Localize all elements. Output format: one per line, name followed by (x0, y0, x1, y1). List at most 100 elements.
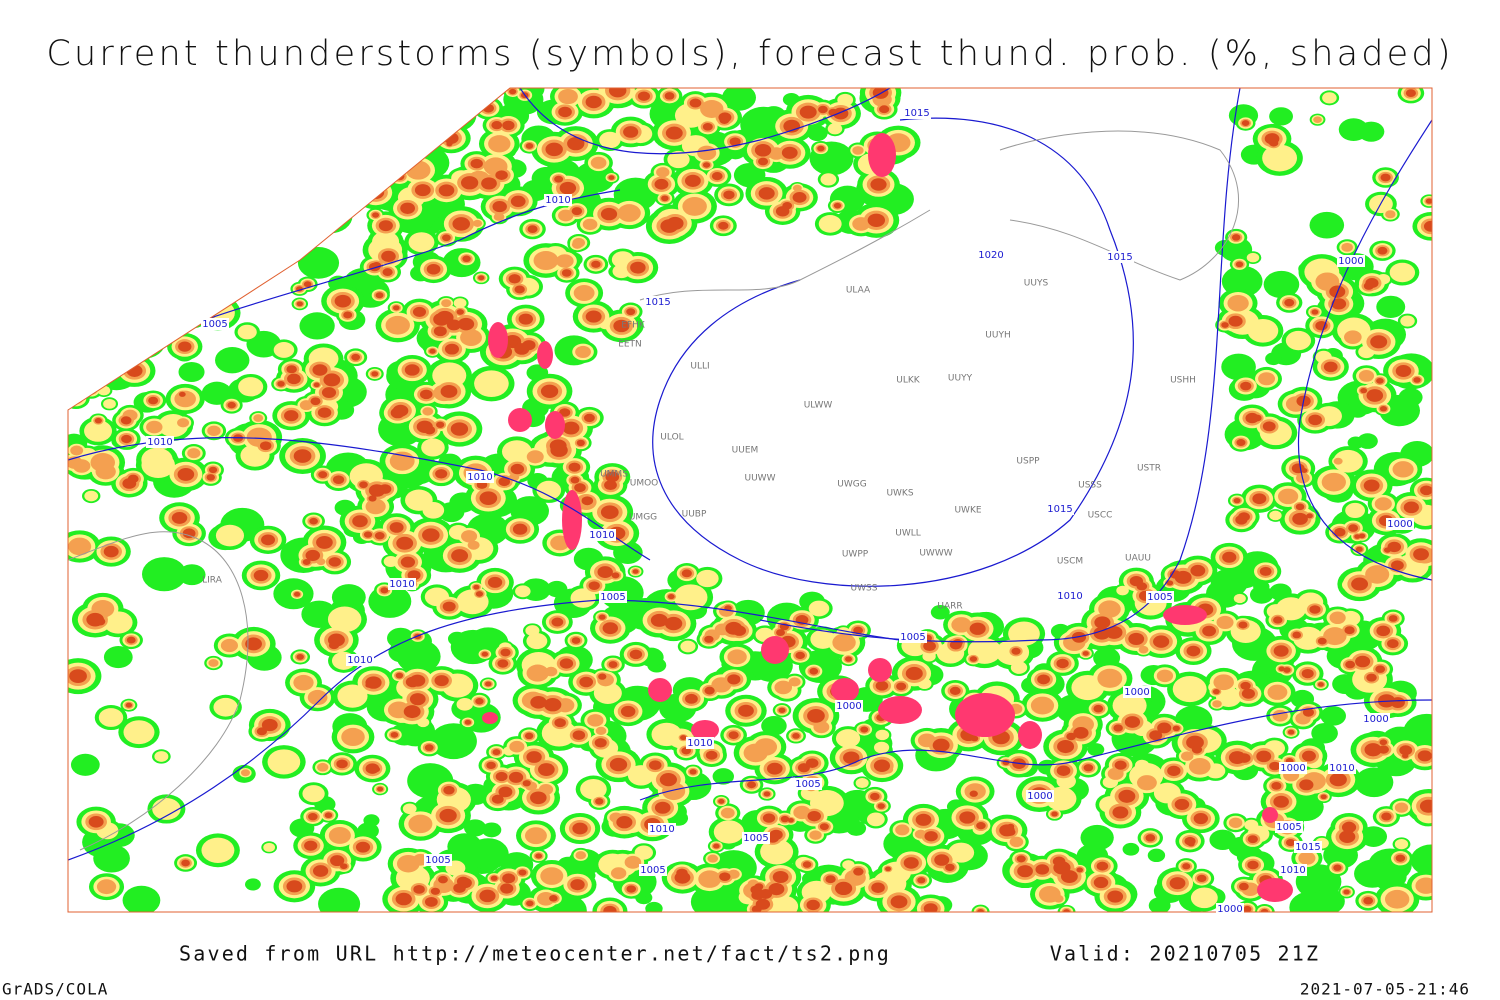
prob-shade (422, 502, 445, 519)
prob-shade (654, 178, 669, 190)
prob-shade (1345, 660, 1356, 669)
prob-shade (819, 823, 829, 831)
prob-shade (1212, 700, 1222, 708)
prob-shade (88, 260, 119, 284)
prob-shade (286, 365, 297, 374)
prob-shade (390, 731, 399, 738)
prob-shade (1238, 621, 1248, 629)
prob-shade (704, 686, 715, 695)
prob-shade (1320, 794, 1327, 800)
prob-shade (89, 109, 111, 126)
prob-shade (319, 154, 355, 182)
title: Current thunderstorms (symbols), forecas… (46, 34, 1453, 74)
prob-shade (879, 105, 890, 114)
prob-shade (799, 105, 817, 119)
prob-shade (313, 382, 320, 388)
station-label: UUYS (1024, 279, 1049, 289)
station-label: ULWW (804, 401, 833, 411)
prob-shade (288, 198, 299, 206)
prob-shade (436, 310, 454, 325)
prob-shade (1249, 585, 1274, 604)
prob-shade (68, 307, 79, 320)
prob-shade (1339, 830, 1356, 843)
isobar-label: 1000 (1338, 256, 1363, 267)
prob-shade (118, 235, 133, 246)
prob-shade (141, 452, 175, 478)
prob-shade (120, 236, 131, 244)
prob-shade (165, 150, 191, 169)
prob-shade (572, 822, 588, 835)
prob-shade (650, 613, 668, 627)
prob-shade (101, 325, 142, 357)
prob-shade (487, 576, 503, 588)
prob-shade (80, 102, 119, 133)
prob-shade (1405, 89, 1416, 98)
isobar-label: 1010 (347, 655, 372, 666)
prob-shade (320, 203, 339, 218)
storm-symbols (1262, 807, 1278, 823)
prob-shade (527, 225, 538, 233)
prob-shade (704, 635, 714, 643)
prob-shade (414, 184, 431, 197)
prob-shade (1272, 709, 1288, 722)
prob-shade (456, 309, 464, 315)
prob-shade (277, 380, 285, 387)
prob-shade (354, 134, 370, 146)
prob-shade (334, 294, 352, 308)
prob-shade (396, 536, 414, 550)
prob-shade (156, 112, 190, 138)
prob-shade (268, 168, 278, 176)
prob-shade (68, 316, 85, 331)
prob-shade (719, 116, 730, 124)
prob-shade (110, 284, 141, 308)
timestamp: 2021-07-05-21:46 (1300, 980, 1470, 999)
prob-shade (276, 165, 293, 178)
prob-shade (1202, 625, 1216, 637)
prob-shade (398, 88, 428, 105)
prob-shade (732, 625, 747, 636)
prob-shade (758, 157, 769, 166)
prob-shade (1186, 645, 1201, 657)
prob-shade (306, 140, 331, 160)
prob-shade (328, 826, 351, 844)
prob-shade (256, 727, 268, 736)
prob-shade (806, 899, 820, 911)
prob-shade (314, 131, 338, 149)
prob-shade (128, 255, 149, 272)
prob-shade (809, 667, 819, 675)
prob-shade (453, 298, 467, 308)
prob-shade (1051, 811, 1058, 817)
prob-shade (1221, 353, 1256, 381)
prob-shade (1236, 439, 1246, 447)
prob-shade (682, 196, 707, 216)
prob-shade (98, 207, 113, 220)
prob-shade (92, 326, 109, 339)
isobar-label: 1005 (900, 632, 925, 643)
prob-shade (1269, 107, 1293, 126)
prob-shade (68, 291, 96, 319)
prob-shade (69, 669, 87, 683)
prob-shade (1233, 497, 1241, 504)
prob-shade (820, 173, 837, 186)
prob-shade (1097, 668, 1123, 688)
prob-shade (105, 280, 146, 312)
prob-shade (602, 622, 618, 635)
prob-shade (1299, 779, 1314, 791)
prob-shade (217, 179, 248, 203)
prob-shade (411, 92, 437, 112)
prob-shade (500, 648, 511, 657)
prob-shade (319, 163, 342, 182)
prob-shade (253, 414, 264, 422)
prob-shade (775, 206, 790, 217)
prob-shade (358, 150, 379, 167)
storm-symbols (868, 658, 892, 682)
prob-shade (352, 515, 368, 528)
prob-shade (149, 276, 160, 285)
prob-shade (441, 299, 452, 308)
prob-shade (620, 705, 636, 718)
prob-shade (510, 195, 526, 207)
prob-shade (166, 179, 188, 197)
station-label: UUEM (732, 446, 759, 456)
prob-shade (312, 865, 329, 877)
prob-shade (778, 707, 786, 713)
